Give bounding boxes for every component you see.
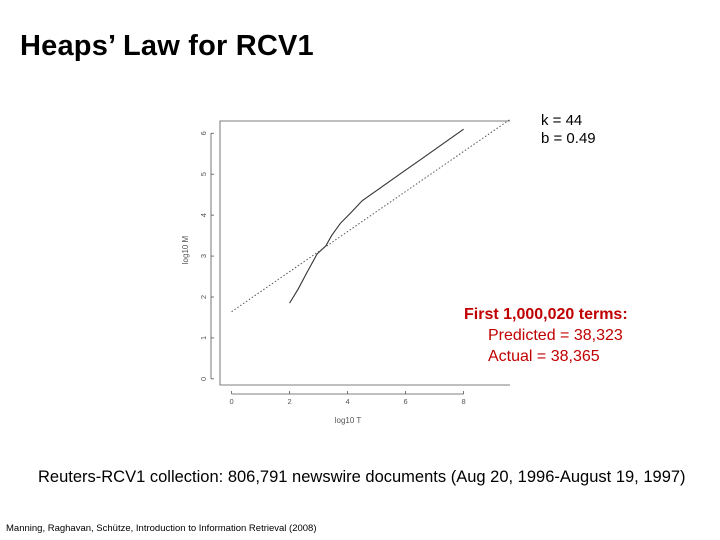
x-tick-label: 8 (462, 397, 466, 406)
param-b: b = 0.49 (541, 130, 596, 147)
x-tick-label: 2 (288, 397, 292, 406)
plot-axes: 0 2 4 6 8 0 1 2 3 4 5 6 (199, 120, 510, 406)
y-tick-label: 5 (199, 172, 208, 176)
y-tick-label: 0 (199, 377, 208, 381)
y-tick-label: 2 (199, 295, 208, 299)
slide-title: Heaps’ Law for RCV1 (20, 30, 314, 62)
x-tick-label: 0 (230, 397, 234, 406)
collection-description: Reuters-RCV1 collection: 806,791 newswir… (38, 468, 686, 486)
vocabulary-curve (289, 128, 464, 304)
param-k: k = 44 (541, 112, 583, 129)
plot-series (231, 118, 511, 313)
callout-actual: Actual = 38,365 (488, 348, 600, 365)
prediction-callout: First 1,000,020 terms: Predicted = 38,32… (464, 303, 632, 369)
heaps-parameters: k = 44 b = 0.49 (541, 112, 596, 148)
y-tick-label: 1 (199, 336, 208, 340)
plot-frame (219, 120, 510, 386)
x-tick-label: 4 (346, 397, 350, 406)
y-axis-label: log10 M (181, 235, 190, 264)
y-tick-label: 3 (199, 254, 208, 258)
callout-predicted: Predicted = 38,323 (488, 327, 623, 344)
fit-line (231, 118, 511, 313)
y-tick-label: 6 (199, 131, 208, 135)
x-tick-label: 6 (404, 397, 408, 406)
callout-heading: First 1,000,020 terms: (464, 306, 628, 323)
x-axis-label: log10 T (335, 416, 362, 425)
citation: Manning, Raghavan, Schütze, Introduction… (6, 523, 317, 534)
y-tick-label: 4 (199, 213, 208, 217)
